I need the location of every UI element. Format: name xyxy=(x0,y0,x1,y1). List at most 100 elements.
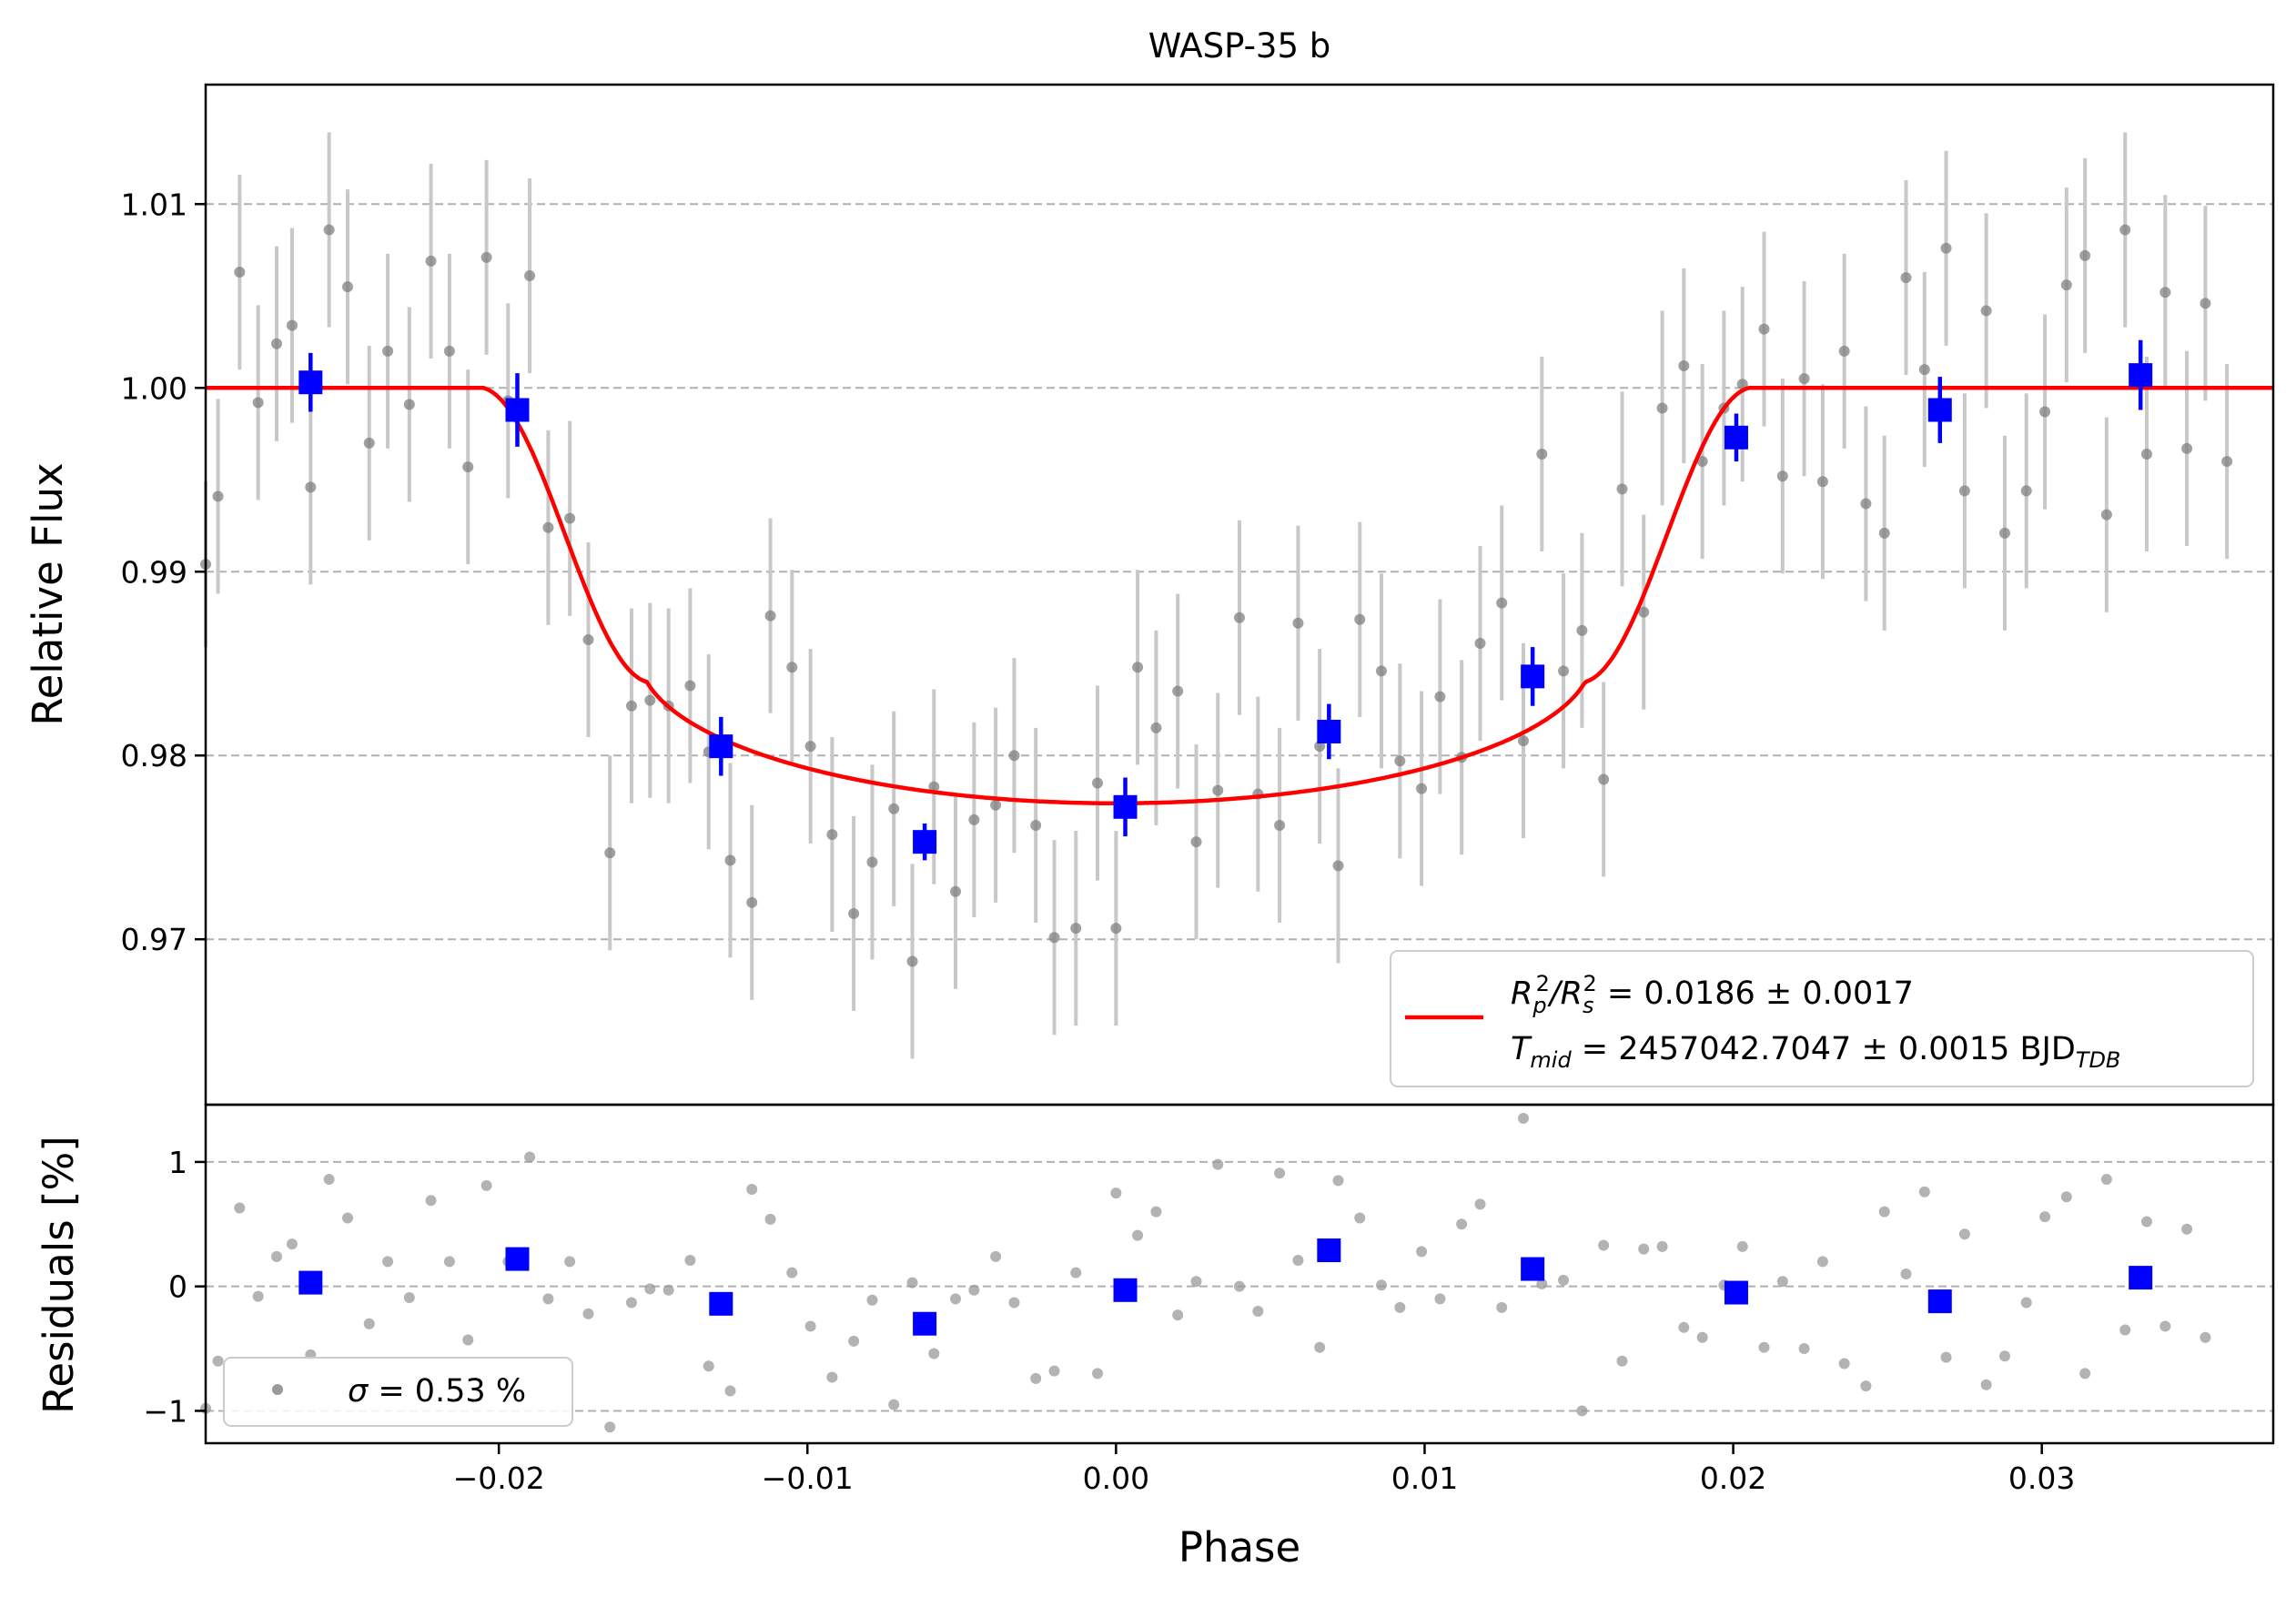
raw-data-point xyxy=(2020,485,2032,497)
raw-residual-point xyxy=(1292,1254,1304,1266)
raw-data-point xyxy=(724,854,736,866)
raw-residual-point xyxy=(1190,1276,1202,1288)
raw-residual-point xyxy=(1980,1379,1992,1390)
raw-data-point xyxy=(363,437,375,449)
raw-data-point xyxy=(746,896,758,908)
raw-data-point xyxy=(286,319,298,331)
raw-data-point xyxy=(1292,617,1304,629)
raw-residual-point xyxy=(2140,1216,2152,1228)
raw-residual-point xyxy=(2119,1324,2131,1336)
legend-sigma-symbol: σ xyxy=(348,1373,369,1410)
binned-data-point xyxy=(1317,719,1341,743)
raw-residual-point xyxy=(804,1320,816,1332)
raw-data-point xyxy=(764,610,776,622)
raw-residual-point xyxy=(746,1184,758,1195)
raw-data-point xyxy=(1212,784,1224,796)
raw-data-point xyxy=(2079,249,2091,261)
raw-data-point xyxy=(968,814,980,825)
raw-residual-point xyxy=(1474,1198,1486,1210)
raw-data-point xyxy=(1678,360,1690,372)
raw-residual-point xyxy=(1776,1276,1788,1288)
raw-residual-point xyxy=(663,1284,674,1296)
x-tick-label: 0.02 xyxy=(1700,1460,1766,1496)
raw-data-point xyxy=(1776,470,1788,482)
raw-residual-point xyxy=(1656,1240,1668,1252)
binned-residual-point xyxy=(1927,1289,1952,1314)
raw-residual-point xyxy=(2039,1211,2051,1223)
raw-residual-point xyxy=(2020,1297,2032,1309)
bottom-y-ticks: −1 0 1 xyxy=(143,1145,206,1429)
raw-data-point xyxy=(1656,402,1668,414)
raw-data-point xyxy=(1998,527,2010,539)
raw-residual-point xyxy=(990,1250,1002,1262)
raw-data-point xyxy=(1517,735,1529,747)
raw-data-point xyxy=(462,461,474,473)
raw-residual-point xyxy=(848,1335,860,1347)
bottom-y-tick-label: 1 xyxy=(168,1145,187,1180)
raw-data-point xyxy=(950,885,962,897)
raw-data-point xyxy=(1274,819,1286,831)
bottom-panel-frame xyxy=(204,1103,2275,1445)
raw-residual-point xyxy=(1758,1341,1770,1353)
raw-residual-point xyxy=(2060,1191,2072,1203)
raw-residual-point xyxy=(644,1283,656,1295)
top-y-tick-label: 1.01 xyxy=(121,187,187,222)
raw-data-point xyxy=(443,345,455,357)
raw-residual-point xyxy=(462,1334,474,1346)
raw-data-point xyxy=(684,680,696,692)
x-ticks: −0.02 −0.01 0.00 0.01 0.02 0.03 xyxy=(453,1443,2075,1496)
raw-data-point xyxy=(582,633,594,645)
raw-data-point xyxy=(480,251,492,263)
bottom-y-tick-label: −1 xyxy=(143,1393,187,1429)
raw-residual-point xyxy=(2200,1331,2211,1343)
raw-data-point xyxy=(1375,665,1387,677)
raw-data-point xyxy=(2200,298,2211,309)
raw-residual-point xyxy=(582,1308,594,1319)
raw-residual-point xyxy=(866,1294,878,1306)
raw-residual-point xyxy=(1558,1274,1570,1286)
raw-residual-point xyxy=(2159,1320,2171,1332)
raw-residual-point xyxy=(1252,1306,1264,1318)
raw-data-point xyxy=(1190,836,1202,848)
binned-data-points xyxy=(298,339,2153,861)
raw-data-point xyxy=(1558,665,1570,677)
raw-data-point xyxy=(252,397,264,409)
raw-data-point xyxy=(305,481,317,493)
raw-data-point xyxy=(1394,755,1406,767)
raw-residual-point xyxy=(1092,1368,1104,1380)
raw-residual-point xyxy=(234,1202,246,1214)
raw-residual-point xyxy=(1314,1341,1326,1353)
top-y-ticks: 0.97 0.98 0.99 1.00 1.01 xyxy=(121,187,206,957)
raw-residual-point xyxy=(1517,1113,1529,1125)
raw-residual-point xyxy=(888,1399,900,1410)
raw-residual-point xyxy=(403,1291,415,1303)
raw-data-point xyxy=(341,281,353,293)
raw-residual-point xyxy=(363,1318,375,1329)
raw-data-point xyxy=(804,741,816,753)
raw-residual-point xyxy=(1576,1405,1588,1417)
legend-sup-2-first: 2 xyxy=(1536,971,1550,996)
legend-model-text-line1: Rp2/Rs2 = 0.0186 ± 0.0017 xyxy=(1511,971,1914,1018)
raw-residual-point xyxy=(928,1348,940,1359)
raw-data-point xyxy=(1416,783,1428,794)
raw-data-point xyxy=(1980,305,1992,317)
raw-data-point xyxy=(1838,345,1850,357)
raw-data-point xyxy=(1234,611,1245,623)
raw-data-point xyxy=(1070,923,1082,935)
raw-data-point xyxy=(2221,456,2233,468)
legend-sup-2-second: 2 xyxy=(1583,971,1596,996)
top-legend-box xyxy=(1390,950,2254,1087)
raw-residual-point xyxy=(1456,1218,1468,1230)
raw-residual-point xyxy=(950,1293,962,1305)
raw-data-point xyxy=(1598,773,1610,785)
raw-data-point xyxy=(2140,448,2152,460)
raw-residual-point xyxy=(1048,1365,1060,1377)
raw-residual-point xyxy=(1736,1240,1748,1252)
raw-data-point xyxy=(1172,685,1184,697)
binned-residual-point xyxy=(1521,1257,1545,1281)
raw-data-point xyxy=(906,955,918,967)
legend-residual-marker xyxy=(272,1384,283,1395)
raw-data-point xyxy=(1496,597,1508,609)
raw-data-point xyxy=(826,829,838,841)
raw-residual-point xyxy=(1354,1212,1366,1224)
